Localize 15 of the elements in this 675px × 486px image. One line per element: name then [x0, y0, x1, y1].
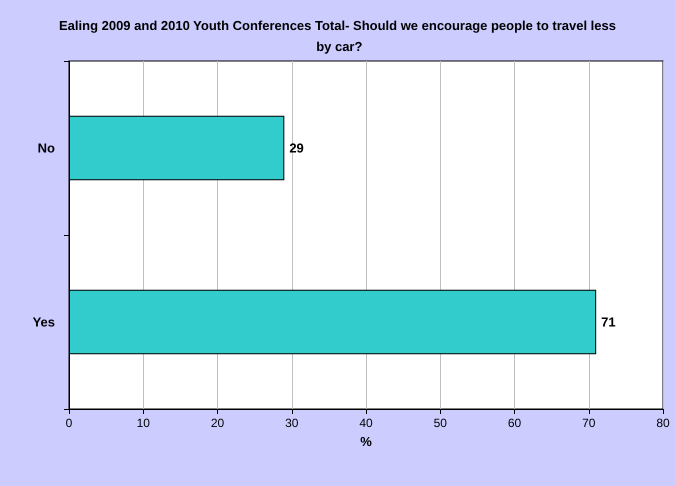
x-tick-label: 80	[656, 416, 670, 430]
x-tick-label: 70	[582, 416, 596, 430]
data-label: 29	[289, 140, 304, 156]
y-tick-label: Yes	[32, 314, 55, 330]
x-tick-label: 40	[359, 416, 373, 430]
x-tick-label: 0	[66, 416, 73, 430]
x-tick-label: 50	[434, 416, 448, 430]
chart-title: Ealing 2009 and 2010 Youth Conferences Total- Should we encourage people to travel less by car?	[59, 18, 616, 54]
x-tick-label: 20	[210, 416, 224, 430]
x-tick-label: 60	[508, 416, 522, 430]
data-label: 71	[601, 314, 616, 330]
x-tick-label: 10	[136, 416, 150, 430]
x-axis-title: %	[360, 434, 372, 449]
x-tick-label: 30	[285, 416, 299, 430]
y-tick-label: No	[38, 140, 56, 156]
